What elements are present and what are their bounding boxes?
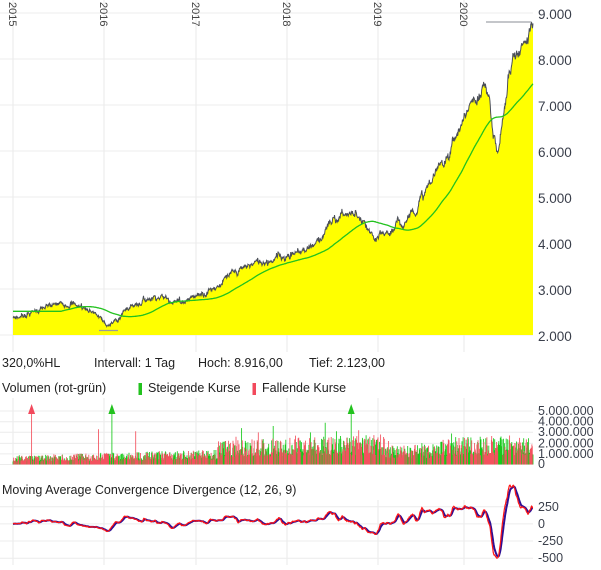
svg-text:5.000: 5.000 [538,191,572,206]
svg-text:4.000: 4.000 [538,237,572,252]
svg-text:9.000: 9.000 [538,7,572,22]
svg-text:7.000: 7.000 [538,99,572,114]
svg-text:6.000: 6.000 [538,145,572,160]
svg-text:Steigende Kurse: Steigende Kurse [148,381,240,395]
svg-text:2019: 2019 [371,2,383,26]
svg-text:-500: -500 [538,551,563,565]
svg-text:2015: 2015 [6,2,18,26]
svg-text:Tief: 2.123,00: Tief: 2.123,00 [309,356,385,370]
svg-text:3.000: 3.000 [538,283,572,298]
svg-text:Intervall: 1 Tag: Intervall: 1 Tag [94,356,175,370]
svg-text:2016: 2016 [97,2,109,26]
svg-text:-250: -250 [538,534,563,548]
svg-text:2018: 2018 [280,2,292,26]
svg-text:Volumen (rot-grün): Volumen (rot-grün) [2,381,106,395]
svg-text:0: 0 [538,457,545,471]
svg-text:320,0%HL: 320,0%HL [2,356,60,370]
svg-text:2020: 2020 [457,2,469,26]
svg-text:0: 0 [538,517,545,531]
svg-text:8.000: 8.000 [538,53,572,68]
svg-text:Fallende Kurse: Fallende Kurse [262,381,346,395]
svg-text:2.000: 2.000 [538,329,572,344]
svg-text:Hoch: 8.916,00: Hoch: 8.916,00 [198,356,283,370]
svg-text:2017: 2017 [189,2,201,26]
svg-text:1.000.000: 1.000.000 [538,447,594,461]
svg-text:250: 250 [538,500,559,514]
svg-text:Moving Average Convergence Div: Moving Average Convergence Divergence (1… [2,483,296,497]
